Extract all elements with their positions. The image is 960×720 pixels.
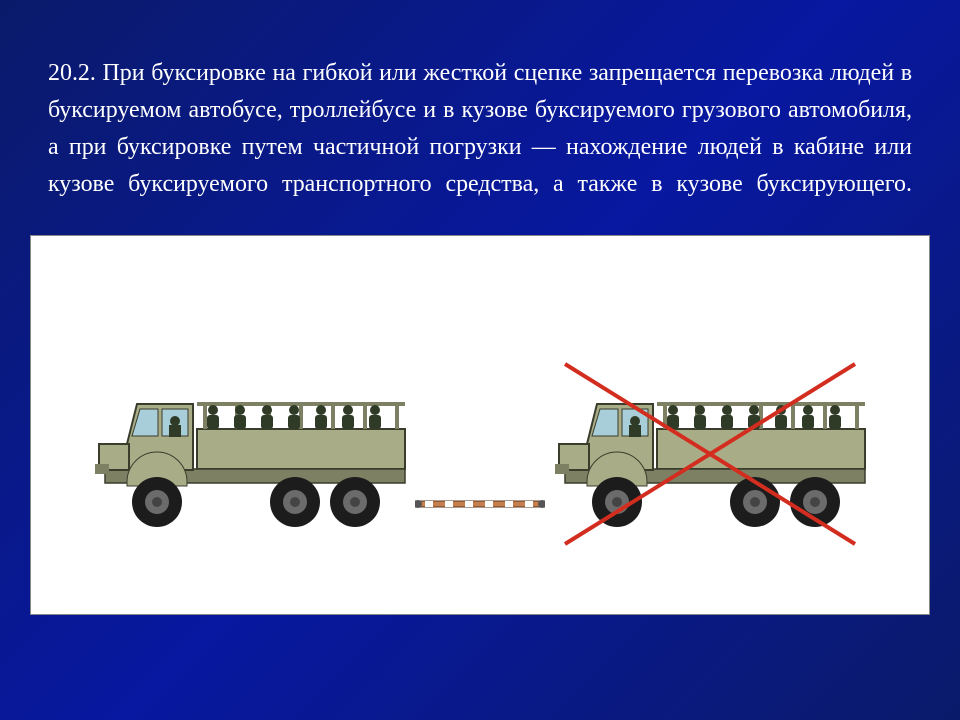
soldier-icon <box>802 405 814 429</box>
wheel-icon <box>790 477 840 527</box>
soldier-icon <box>829 405 841 429</box>
wheel-icon <box>730 477 780 527</box>
rule-number: 20.2. <box>48 60 96 86</box>
soldier-icon <box>694 405 706 429</box>
rule-text-block: 20.2. При буксировке на гибкой или жестк… <box>48 55 912 203</box>
towing-truck <box>85 374 415 534</box>
tow-bar-icon <box>415 499 545 509</box>
towed-truck <box>545 374 875 534</box>
wheel-icon <box>592 477 642 527</box>
soldier-icon <box>748 405 760 429</box>
towing-illustration <box>30 235 930 615</box>
soldier-icon <box>775 405 787 429</box>
wheel-icon <box>132 477 182 527</box>
soldier-icon <box>207 405 219 429</box>
soldier-icon <box>234 405 246 429</box>
soldier-icon <box>288 405 300 429</box>
soldier-icon <box>342 405 354 429</box>
soldier-icon <box>667 405 679 429</box>
soldier-icon <box>261 405 273 429</box>
tow-bar <box>415 496 545 506</box>
rule-body: При буксировке на гибкой или жесткой сце… <box>48 60 912 197</box>
soldier-icon <box>721 405 733 429</box>
wheel-icon <box>330 477 380 527</box>
wheel-icon <box>270 477 320 527</box>
soldier-icon <box>315 405 327 429</box>
soldier-icon <box>369 405 381 429</box>
